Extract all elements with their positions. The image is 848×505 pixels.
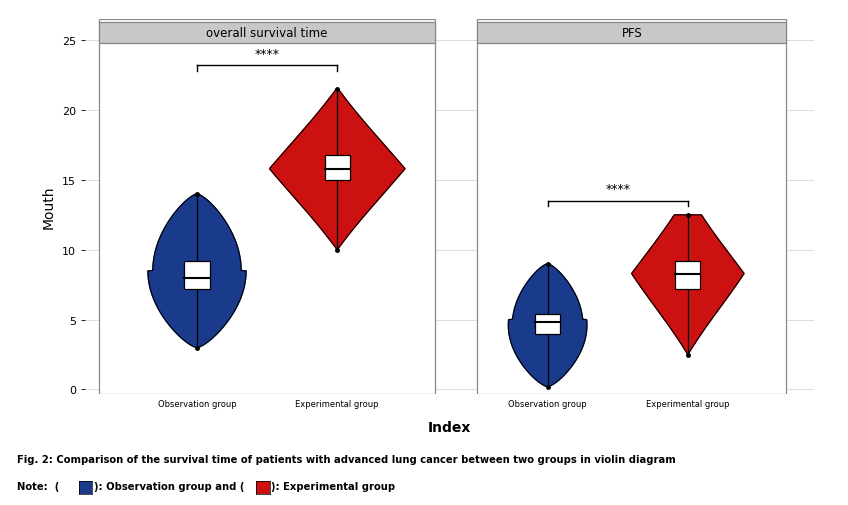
Polygon shape xyxy=(632,216,744,355)
Text: Index: Index xyxy=(427,420,471,434)
Bar xyxy=(675,262,700,289)
Bar xyxy=(325,156,350,181)
Bar xyxy=(477,23,786,44)
Text: ****: **** xyxy=(605,183,630,196)
Bar xyxy=(535,315,561,334)
Text: overall survival time: overall survival time xyxy=(206,27,328,39)
Bar xyxy=(477,20,786,394)
Bar xyxy=(99,23,435,44)
Text: ): Observation group and (: ): Observation group and ( xyxy=(94,481,244,491)
Bar xyxy=(184,262,209,289)
Polygon shape xyxy=(270,90,404,250)
Text: PFS: PFS xyxy=(622,27,642,39)
Text: ): Experimental group: ): Experimental group xyxy=(271,481,395,491)
Text: Note:  (: Note: ( xyxy=(17,481,59,491)
Text: Fig. 2: Comparison of the survival time of patients with advanced lung cancer be: Fig. 2: Comparison of the survival time … xyxy=(17,454,676,465)
Polygon shape xyxy=(148,194,246,348)
Polygon shape xyxy=(508,264,587,387)
Text: ****: **** xyxy=(254,47,280,61)
Bar xyxy=(99,20,435,394)
Y-axis label: Mouth: Mouth xyxy=(42,185,56,229)
